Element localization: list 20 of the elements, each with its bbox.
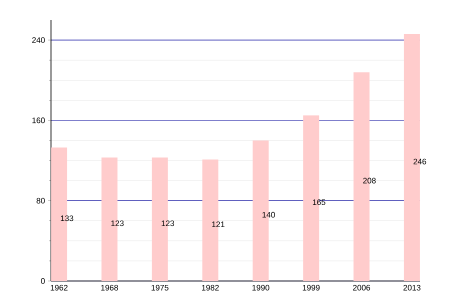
data-label: 123 xyxy=(111,220,124,226)
data-label: 140 xyxy=(262,212,275,218)
x-tick-label: 1990 xyxy=(252,284,270,291)
data-label: 165 xyxy=(312,199,326,206)
x-tick-label: 2013 xyxy=(403,284,420,291)
data-label: 208 xyxy=(363,178,376,184)
y-tick-label: 80 xyxy=(36,198,45,204)
data-label: 123 xyxy=(162,220,174,226)
y-tick-label: 160 xyxy=(32,118,45,124)
data-label: 133 xyxy=(60,215,74,222)
x-tick-label: 1982 xyxy=(202,284,219,291)
x-tick-label: 1968 xyxy=(101,284,118,291)
x-tick-label: 2006 xyxy=(353,284,370,291)
y-tick-label: 240 xyxy=(32,37,45,43)
x-tick-label: 1975 xyxy=(152,284,168,291)
data-label: 246 xyxy=(414,158,426,164)
y-tick-label: 0 xyxy=(41,278,45,284)
x-tick-label: 1962 xyxy=(50,284,68,291)
x-tick-label: 1999 xyxy=(302,284,320,291)
data-label: 121 xyxy=(212,221,224,228)
